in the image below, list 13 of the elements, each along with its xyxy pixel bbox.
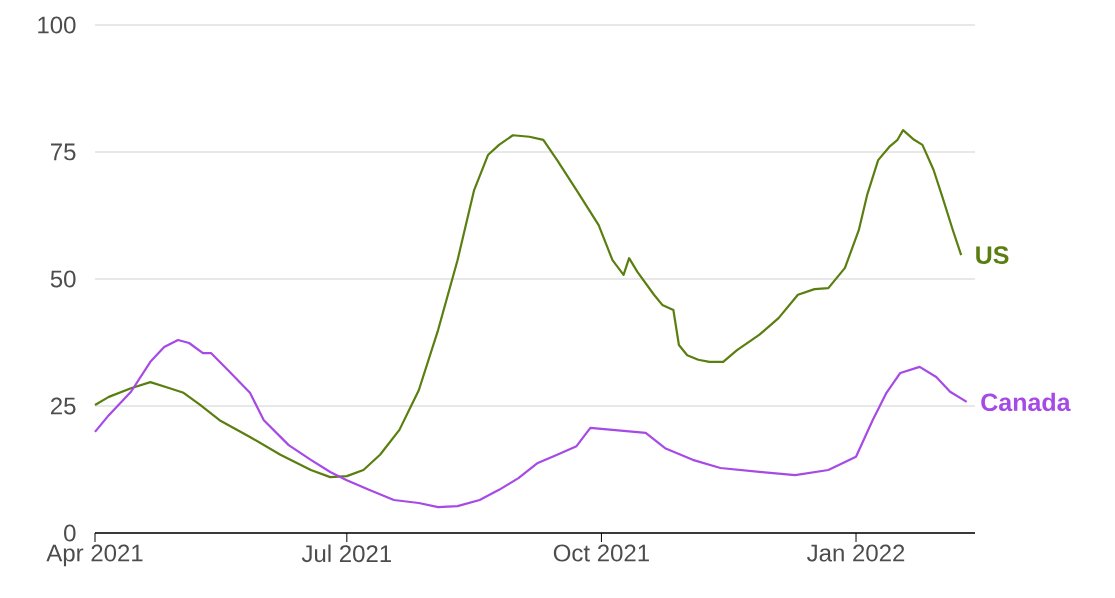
x-tick-label: Oct 2021 xyxy=(553,544,649,562)
series-label: US xyxy=(976,246,1009,264)
line-series xyxy=(93,129,963,479)
series-label: Canada xyxy=(981,392,1071,412)
line-series xyxy=(93,338,968,509)
y-tick-label: 100 xyxy=(38,16,76,34)
y-tick-label: 75 xyxy=(51,143,76,161)
x-tick-label: Jan 2022 xyxy=(807,544,905,562)
y-tick-label: 0 xyxy=(64,524,76,542)
y-tick-label: 25 xyxy=(50,397,76,415)
y-tick-label: 50 xyxy=(50,270,76,288)
x-tick-label: Jul 2021 xyxy=(301,544,391,563)
x-tick-label: Apr 2021 xyxy=(46,544,143,567)
